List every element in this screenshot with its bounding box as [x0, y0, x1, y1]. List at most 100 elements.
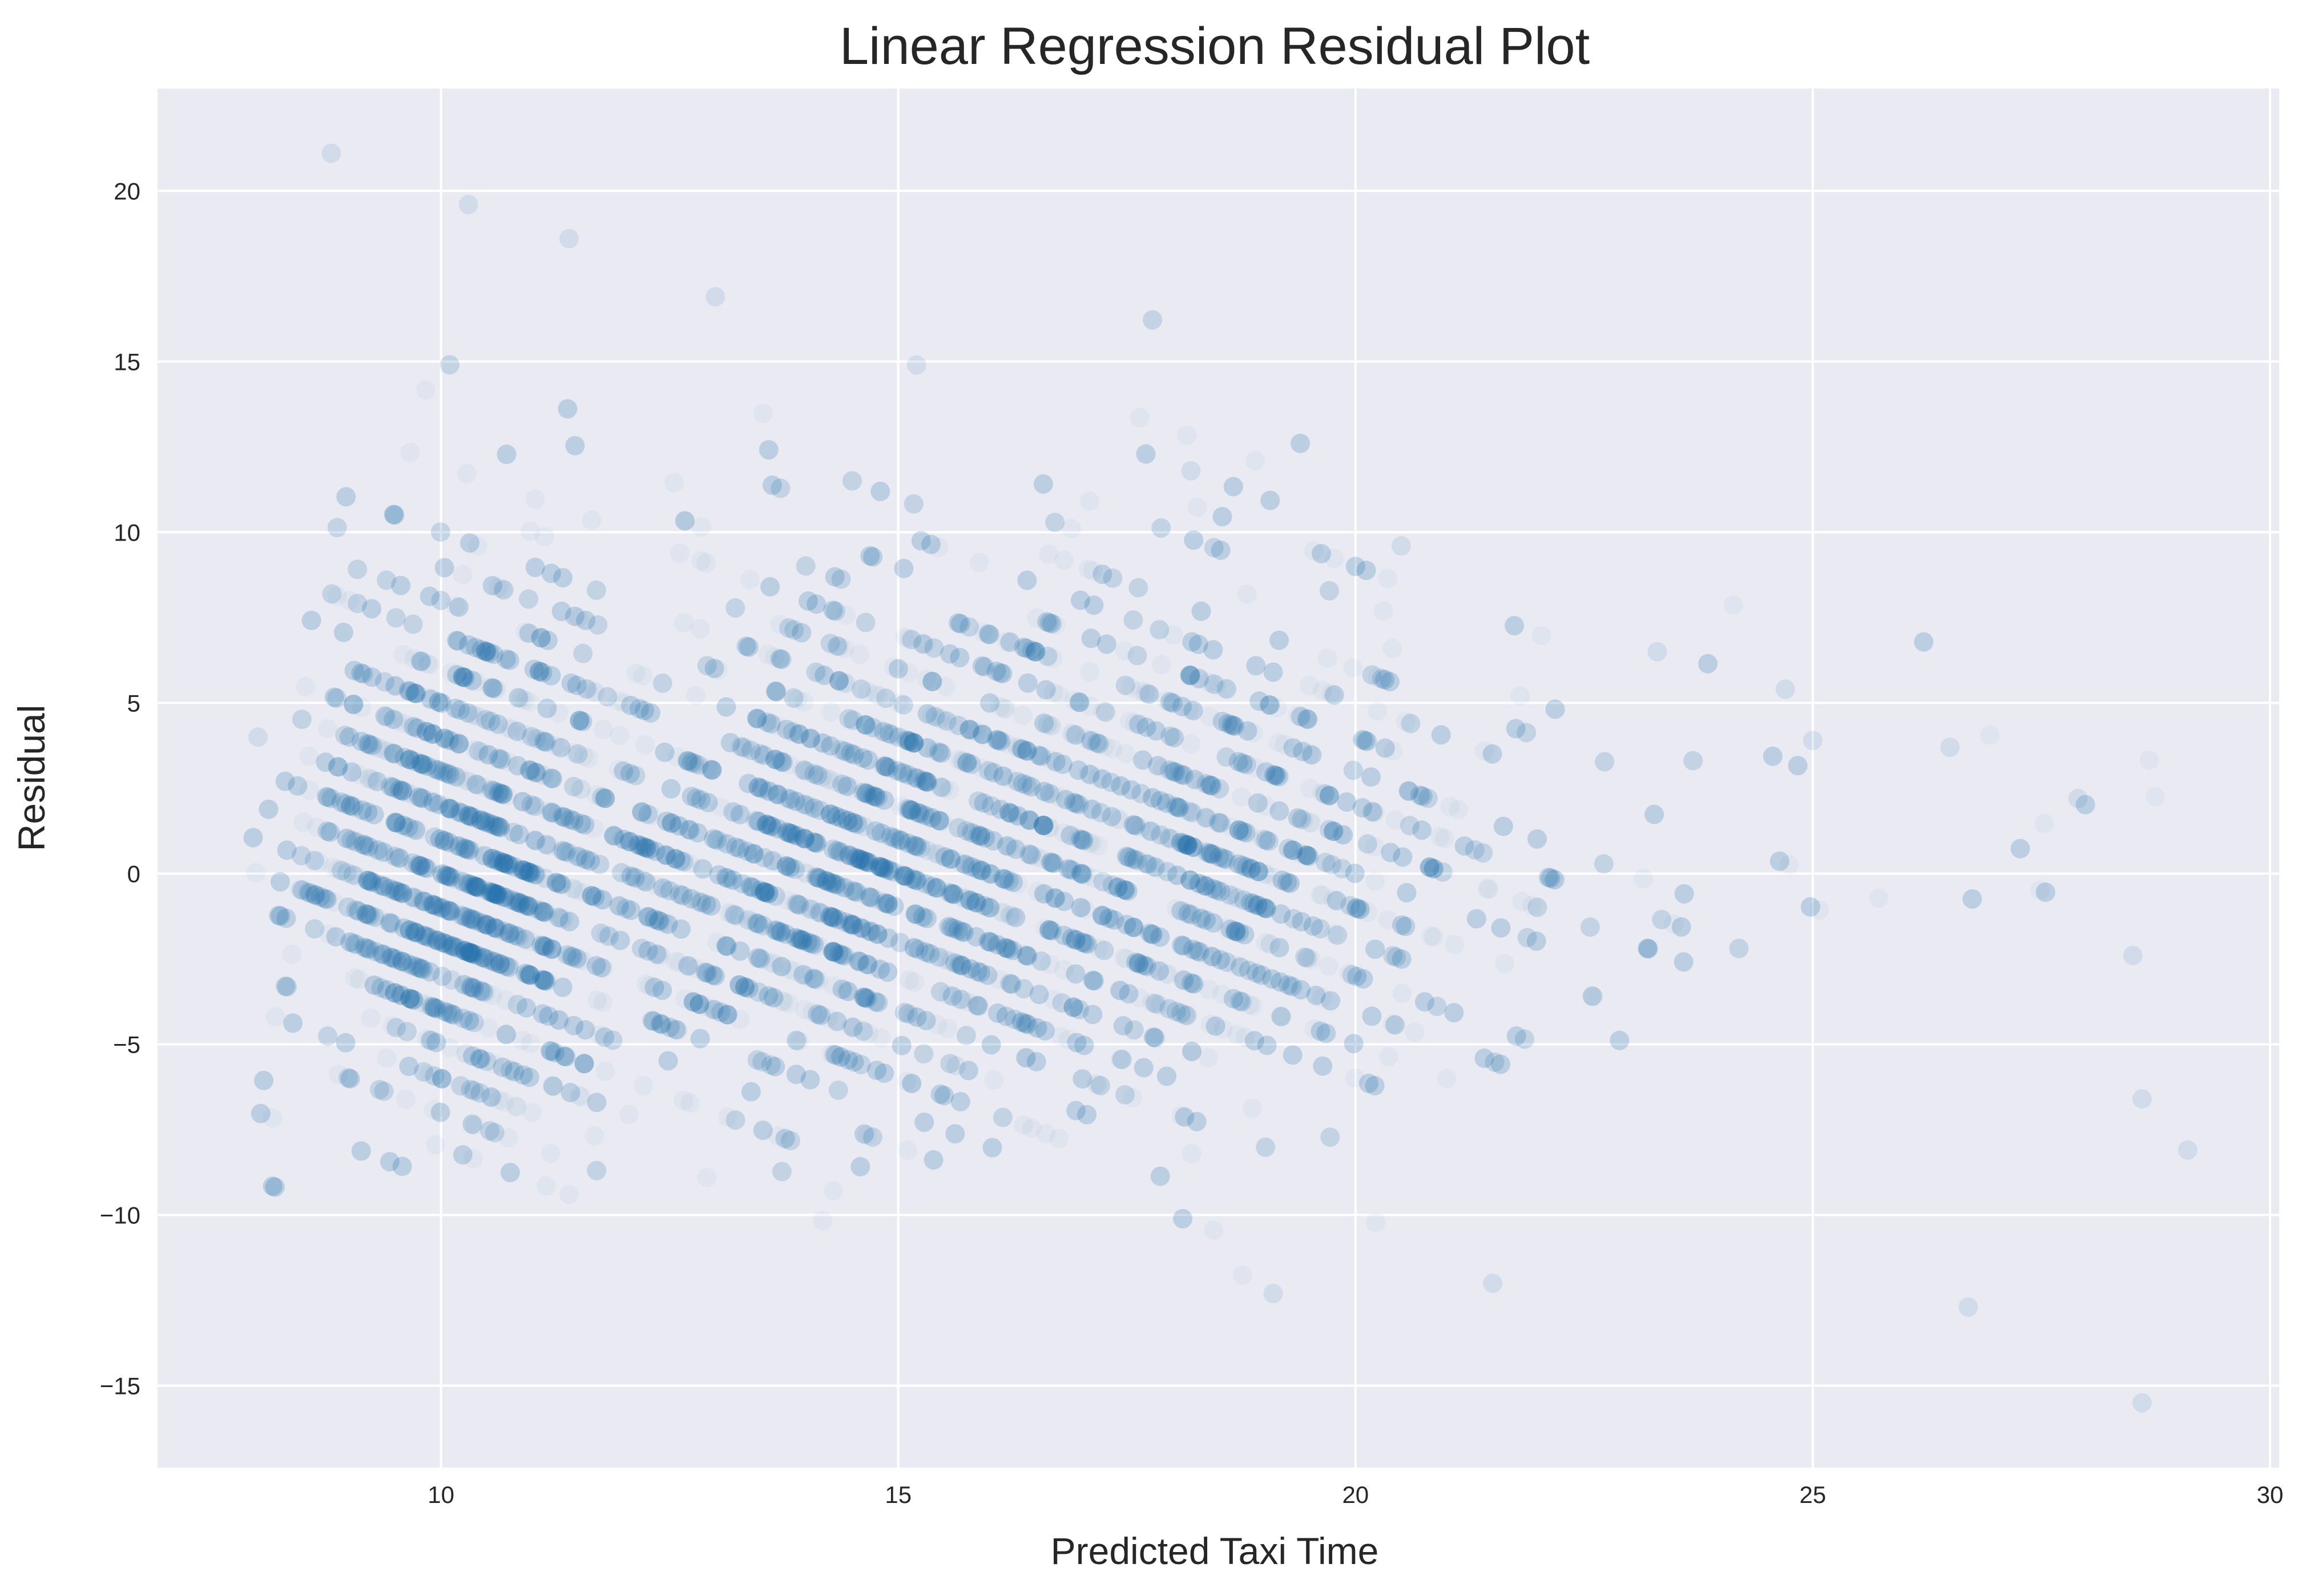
- scatter-point: [884, 896, 904, 916]
- scatter-point: [430, 829, 450, 849]
- scatter-point: [940, 780, 960, 800]
- scatter-point: [915, 942, 935, 962]
- scatter-point: [1323, 889, 1343, 909]
- scatter-point: [515, 622, 535, 642]
- scatter-point: [366, 771, 386, 791]
- scatter-point: [803, 1002, 823, 1022]
- scatter-point: [917, 670, 937, 690]
- scatter-point: [1256, 933, 1276, 953]
- scatter-point: [691, 517, 711, 537]
- scatter-point: [363, 838, 383, 858]
- scatter-point: [1170, 764, 1190, 784]
- scatter-point: [1300, 744, 1320, 764]
- scatter-point: [317, 889, 337, 909]
- scatter-point: [690, 619, 710, 639]
- scatter-point: [768, 1126, 788, 1146]
- scatter-point: [1339, 964, 1358, 984]
- scatter-point: [1245, 451, 1265, 471]
- scatter-point: [785, 962, 805, 982]
- scatter-point: [1073, 933, 1093, 953]
- scatter-point: [1027, 881, 1047, 901]
- scatter-point: [1130, 988, 1150, 1008]
- scatter-point: [1136, 854, 1156, 874]
- scatter-point: [377, 707, 397, 727]
- scatter-point: [834, 775, 854, 795]
- scatter-point: [417, 1029, 437, 1049]
- scatter-point: [374, 945, 394, 965]
- scatter-point: [688, 891, 708, 911]
- scatter-point: [445, 1005, 465, 1025]
- scatter-point: [307, 817, 326, 837]
- scatter-point: [1203, 947, 1223, 967]
- scatter-point: [766, 784, 786, 804]
- scatter-point: [779, 993, 799, 1013]
- scatter-point: [442, 765, 462, 785]
- scatter-point: [918, 807, 938, 827]
- scatter-point: [918, 841, 938, 861]
- scatter-point: [457, 873, 477, 893]
- scatter-point: [465, 638, 485, 658]
- scatter-point: [263, 1108, 283, 1128]
- scatter-point: [854, 817, 874, 837]
- scatter-point: [1312, 680, 1332, 700]
- scatter-point: [990, 697, 1010, 717]
- scatter-point: [468, 707, 488, 727]
- scatter-point: [1312, 783, 1332, 803]
- scatter-point: [1022, 1118, 1042, 1138]
- scatter-point: [465, 1115, 485, 1135]
- scatter-point: [1162, 829, 1182, 849]
- scatter-point: [563, 878, 583, 898]
- scatter-point: [833, 672, 853, 692]
- scatter-point: [480, 916, 500, 936]
- scatter-point: [337, 863, 357, 882]
- scatter-point: [1194, 841, 1214, 861]
- scatter-point: [571, 779, 591, 799]
- scatter-point: [461, 807, 481, 827]
- scatter-point: [385, 505, 405, 525]
- scatter-point: [1082, 731, 1102, 751]
- scatter-point: [412, 788, 432, 808]
- scatter-point: [928, 1015, 948, 1035]
- scatter-point: [686, 686, 705, 706]
- scatter-point: [1379, 1047, 1398, 1067]
- scatter-point: [964, 824, 984, 844]
- scatter-point: [494, 853, 514, 873]
- scatter-point: [649, 945, 669, 965]
- scatter-point: [909, 803, 929, 823]
- scatter-point: [448, 836, 467, 856]
- scatter-point: [584, 682, 604, 702]
- scatter-point: [1185, 838, 1205, 858]
- scatter-point: [422, 894, 442, 914]
- scatter-point: [1054, 823, 1074, 843]
- scatter-point: [527, 728, 547, 748]
- scatter-point: [850, 849, 870, 869]
- scatter-point: [1146, 1028, 1166, 1048]
- scatter-point: [993, 937, 1013, 957]
- scatter-point: [361, 1008, 381, 1028]
- scatter-point: [445, 937, 465, 957]
- scatter-point: [1156, 964, 1176, 984]
- scatter-point: [708, 660, 728, 680]
- scatter-point: [1239, 824, 1259, 844]
- scatter-point: [709, 1001, 728, 1021]
- scatter-point: [1221, 920, 1241, 940]
- scatter-point: [735, 738, 755, 758]
- scatter-point: [608, 759, 628, 779]
- scatter-point: [882, 827, 902, 847]
- scatter-point: [510, 928, 530, 948]
- scatter-point: [441, 970, 461, 990]
- scatter-point: [400, 749, 420, 769]
- scatter-point: [442, 731, 462, 751]
- scatter-point: [392, 951, 411, 971]
- scatter-point: [610, 726, 630, 745]
- scatter-point: [787, 826, 807, 846]
- scatter-point: [1203, 913, 1223, 933]
- scatter-point: [1050, 685, 1070, 705]
- scatter-point: [1181, 734, 1201, 754]
- scatter-point: [1300, 779, 1320, 799]
- scatter-point: [852, 918, 872, 938]
- scatter-point: [1364, 802, 1384, 822]
- scatter-point: [450, 768, 470, 788]
- scatter-point: [548, 873, 568, 893]
- scatter-point: [1247, 793, 1267, 813]
